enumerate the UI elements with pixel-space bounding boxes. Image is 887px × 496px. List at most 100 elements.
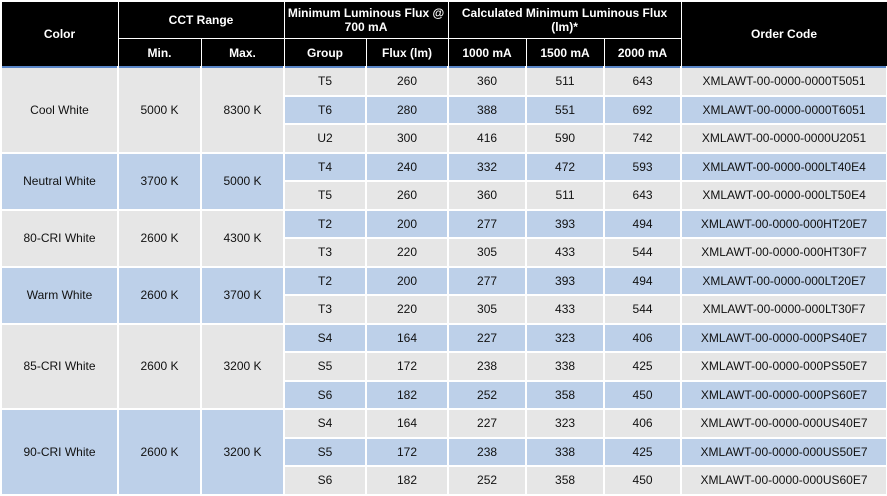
header-color: Color — [0, 1, 119, 68]
order-code-cell: XMLAWT-00-0000-000LT20E7 — [680, 265, 887, 296]
header-flux: Flux (lm) — [365, 38, 449, 68]
cct-min-cell: 2600 K — [117, 408, 202, 496]
flux-2000ma-cell: 425 — [603, 437, 683, 467]
flux-cell: 300 — [365, 124, 450, 154]
cct-max-cell: 3200 K — [199, 408, 286, 496]
flux-1000ma-cell: 238 — [447, 437, 528, 467]
order-code-cell: XMLAWT-00-0000-000US50E7 — [680, 437, 887, 467]
group-cell: T4 — [283, 151, 368, 182]
flux-2000ma-cell: 593 — [603, 151, 683, 182]
flux-1500ma-cell: 433 — [525, 238, 606, 268]
flux-1500ma-cell: 472 — [525, 151, 606, 182]
flux-1000ma-cell: 227 — [447, 322, 528, 353]
group-cell: S6 — [283, 466, 368, 496]
flux-1500ma-cell: 393 — [525, 208, 606, 239]
flux-2000ma-cell: 450 — [603, 466, 683, 496]
table-row: T6 280 388 551 692 XMLAWT-00-0000-0000T6051 — [1, 95, 887, 125]
flux-2000ma-cell: 450 — [603, 380, 683, 410]
cct-min-cell: 5000 K — [117, 66, 202, 154]
flux-cell: 172 — [365, 352, 450, 382]
cct-max-cell: 4300 K — [199, 208, 286, 268]
flux-2000ma-cell: 742 — [603, 124, 683, 154]
table-row: S5 172 238 338 425 XMLAWT-00-0000-000PS50E7 — [1, 352, 887, 382]
flux-2000ma-cell: 643 — [603, 66, 683, 97]
group-cell: T2 — [283, 265, 368, 296]
flux-2000ma-cell: 692 — [603, 95, 683, 125]
group-cell: T5 — [283, 181, 368, 211]
cct-max-cell: 8300 K — [199, 66, 286, 154]
flux-cell: 182 — [365, 466, 450, 496]
color-cell: 85-CRI White — [0, 322, 119, 410]
group-cell: S4 — [283, 408, 368, 439]
flux-2000ma-cell: 406 — [603, 408, 683, 439]
flux-cell: 164 — [365, 322, 450, 353]
flux-1000ma-cell: 360 — [447, 181, 528, 211]
group-cell: T3 — [283, 295, 368, 325]
table-row: 90-CRI White 2600 K 3200 K S4 164 227 323 406 XM… — [0, 408, 887, 496]
order-code-cell: XMLAWT-00-0000-000LT50E4 — [680, 181, 887, 211]
header-group: Group — [283, 38, 367, 68]
table-row: S5 172 238 338 425 XMLAWT-00-0000-000US50E7 — [1, 437, 887, 467]
order-code-cell: XMLAWT-00-0000-000US40E7 — [680, 408, 887, 439]
header-cct-range: CCT Range — [117, 1, 285, 39]
header-min-flux: Minimum Luminous Flux @ 700 mA — [283, 1, 449, 39]
group-cell: T6 — [283, 95, 368, 125]
flux-1000ma-cell: 305 — [447, 238, 528, 268]
header-max: Max. — [200, 38, 285, 68]
flux-1500ma-cell: 358 — [525, 466, 606, 496]
header-order-code: Order Code — [680, 1, 887, 68]
order-code-cell: XMLAWT-00-0000-000US60E7 — [680, 466, 887, 496]
flux-1000ma-cell: 238 — [447, 352, 528, 382]
color-cell: Neutral White — [0, 151, 119, 211]
group-cell: T2 — [283, 208, 368, 239]
table-row: T5 260 360 511 643 XMLAWT-00-0000-000LT50E4 — [1, 181, 887, 211]
group-cell: S5 — [283, 437, 368, 467]
flux-1000ma-cell: 360 — [447, 66, 528, 97]
cct-min-cell: 2600 K — [117, 265, 202, 325]
flux-1500ma-cell: 338 — [525, 352, 606, 382]
order-code-cell: XMLAWT-00-0000-000HT20E7 — [680, 208, 887, 239]
flux-cell: 200 — [365, 208, 450, 239]
flux-1000ma-cell: 227 — [447, 408, 528, 439]
flux-1000ma-cell: 332 — [447, 151, 528, 182]
table-row: T3 220 305 433 544 XMLAWT-00-0000-000LT30F7 — [1, 295, 887, 325]
flux-1000ma-cell: 416 — [447, 124, 528, 154]
order-code-cell: XMLAWT-00-0000-000HT30F7 — [680, 238, 887, 268]
table-row: T3 220 305 433 544 XMLAWT-00-0000-000HT30F7 — [1, 238, 887, 268]
order-code-cell: XMLAWT-00-0000-0000T5051 — [680, 66, 887, 97]
table-row: Warm White 2600 K 3700 K T2 200 277 393 494 XMLA… — [0, 265, 887, 325]
flux-cell: 260 — [365, 181, 450, 211]
flux-cell: 220 — [365, 238, 450, 268]
flux-cell: 200 — [365, 265, 450, 296]
flux-1000ma-cell: 252 — [447, 380, 528, 410]
flux-1500ma-cell: 511 — [525, 181, 606, 211]
order-code-cell: XMLAWT-00-0000-0000U2051 — [680, 124, 887, 154]
flux-1500ma-cell: 590 — [525, 124, 606, 154]
flux-1500ma-cell: 393 — [525, 265, 606, 296]
flux-cell: 182 — [365, 380, 450, 410]
header-2000ma: 2000 mA — [603, 38, 682, 68]
table-row: S6 182 252 358 450 XMLAWT-00-0000-000PS60E7 — [1, 380, 887, 410]
group-cell: T3 — [283, 238, 368, 268]
cct-min-cell: 3700 K — [117, 151, 202, 211]
flux-1000ma-cell: 388 — [447, 95, 528, 125]
flux-1500ma-cell: 323 — [525, 408, 606, 439]
flux-2000ma-cell: 643 — [603, 181, 683, 211]
flux-2000ma-cell: 425 — [603, 352, 683, 382]
header-min: Min. — [117, 38, 202, 68]
table-row: Neutral White 3700 K 5000 K T4 240 332 472 593 X… — [0, 151, 887, 211]
flux-cell: 164 — [365, 408, 450, 439]
group-cell: U2 — [283, 124, 368, 154]
color-cell: Warm White — [0, 265, 119, 325]
table-row: 80-CRI White 2600 K 4300 K T2 200 277 393 494 XM… — [0, 208, 887, 268]
cct-max-cell: 3200 K — [199, 322, 286, 410]
flux-1000ma-cell: 277 — [447, 208, 528, 239]
color-cell: 90-CRI White — [0, 408, 119, 496]
flux-1500ma-cell: 433 — [525, 295, 606, 325]
order-code-cell: XMLAWT-00-0000-000PS50E7 — [680, 352, 887, 382]
header-1000ma: 1000 mA — [447, 38, 527, 68]
flux-1500ma-cell: 338 — [525, 437, 606, 467]
order-code-cell: XMLAWT-00-0000-000LT30F7 — [680, 295, 887, 325]
flux-1000ma-cell: 277 — [447, 265, 528, 296]
